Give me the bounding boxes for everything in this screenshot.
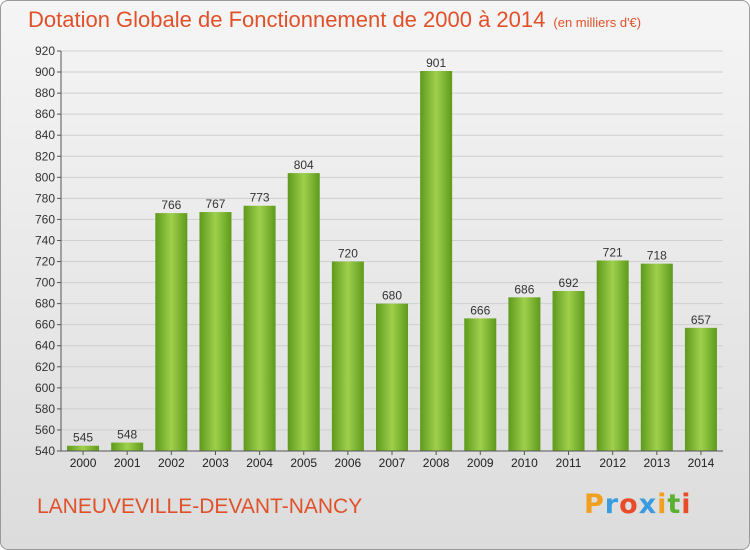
y-tick-label: 580: [35, 402, 55, 416]
bar: [684, 327, 717, 451]
value-label: 545: [73, 431, 93, 445]
x-tick-label: 2013: [643, 456, 670, 470]
chart-title-text: Dotation Globale de Fonctionnement de 20…: [28, 7, 546, 32]
y-tick-label: 900: [35, 65, 55, 79]
value-label: 657: [691, 313, 711, 327]
bar: [243, 205, 276, 451]
x-tick-label: 2008: [423, 456, 450, 470]
proxiti-logo: Proxiti: [584, 489, 692, 520]
bar: [596, 260, 629, 451]
x-tick-label: 2005: [290, 456, 317, 470]
value-label: 804: [294, 158, 314, 172]
y-tick-label: 660: [35, 318, 55, 332]
x-tick-label: 2009: [467, 456, 494, 470]
x-tick-label: 2010: [511, 456, 538, 470]
y-tick-label: 780: [35, 191, 55, 205]
bar: [464, 318, 497, 451]
x-tick-label: 2003: [202, 456, 229, 470]
bar: [155, 213, 188, 451]
y-tick-label: 640: [35, 339, 55, 353]
x-tick-label: 2014: [688, 456, 715, 470]
value-label: 680: [382, 289, 402, 303]
y-tick-label: 860: [35, 107, 55, 121]
chart-title: Dotation Globale de Fonctionnement de 20…: [28, 7, 641, 33]
x-axis: 2000 2001 2002 2003 2004 2005 2006 2007 2008 2009…: [61, 450, 723, 470]
bar: [640, 263, 673, 451]
chart-unit: (en milliers d'€): [553, 15, 642, 30]
y-axis: 540 560 580 600 620 640 660 680 700 720 740 760 780 8…: [35, 44, 62, 458]
x-tick-label: 2012: [599, 456, 626, 470]
bar: [111, 442, 144, 451]
y-tick-label: 740: [35, 233, 55, 247]
value-label: 692: [559, 276, 579, 290]
y-tick-label: 560: [35, 423, 55, 437]
bar: [420, 71, 453, 451]
y-tick-label: 760: [35, 212, 55, 226]
value-label: 767: [205, 197, 225, 211]
value-label: 718: [647, 249, 667, 263]
value-label: 721: [603, 245, 623, 259]
value-label: 901: [426, 56, 446, 70]
x-tick-label: 2004: [246, 456, 273, 470]
bar: [199, 212, 232, 451]
y-tick-label: 840: [35, 128, 55, 142]
x-tick-label: 2011: [556, 456, 582, 470]
y-tick-label: 820: [35, 149, 55, 163]
y-tick-label: 680: [35, 297, 55, 311]
y-tick-label: 880: [35, 86, 55, 100]
value-label: 720: [338, 247, 358, 261]
x-tick-label: 2000: [70, 456, 97, 470]
y-tick-label: 540: [35, 444, 55, 458]
x-tick-label: 2007: [379, 456, 406, 470]
y-tick-label: 800: [35, 170, 55, 184]
value-label: 766: [161, 198, 181, 212]
value-label: 773: [250, 191, 270, 205]
y-tick-label: 620: [35, 360, 55, 374]
bars: [67, 71, 717, 451]
bar: [67, 445, 100, 451]
y-tick-label: 920: [35, 44, 55, 58]
x-tick-label: 2001: [114, 456, 141, 470]
bar: [331, 261, 364, 451]
value-labels: 545 548 766 767 773 804 720 680 901 666 686 692 721 7…: [73, 56, 711, 445]
bar: [376, 303, 408, 451]
bar: [508, 297, 541, 451]
value-label: 686: [514, 282, 534, 296]
x-tick-label: 2002: [158, 456, 185, 470]
commune-name: LANEUVEVILLE-DEVANT-NANCY: [37, 495, 363, 518]
value-label: 666: [470, 303, 490, 317]
bar: [552, 291, 585, 451]
x-tick-label: 2006: [335, 456, 362, 470]
bar: [287, 173, 320, 451]
y-tick-label: 700: [35, 276, 55, 290]
y-tick-label: 720: [35, 255, 55, 269]
value-label: 548: [117, 428, 137, 442]
y-tick-label: 600: [35, 381, 55, 395]
